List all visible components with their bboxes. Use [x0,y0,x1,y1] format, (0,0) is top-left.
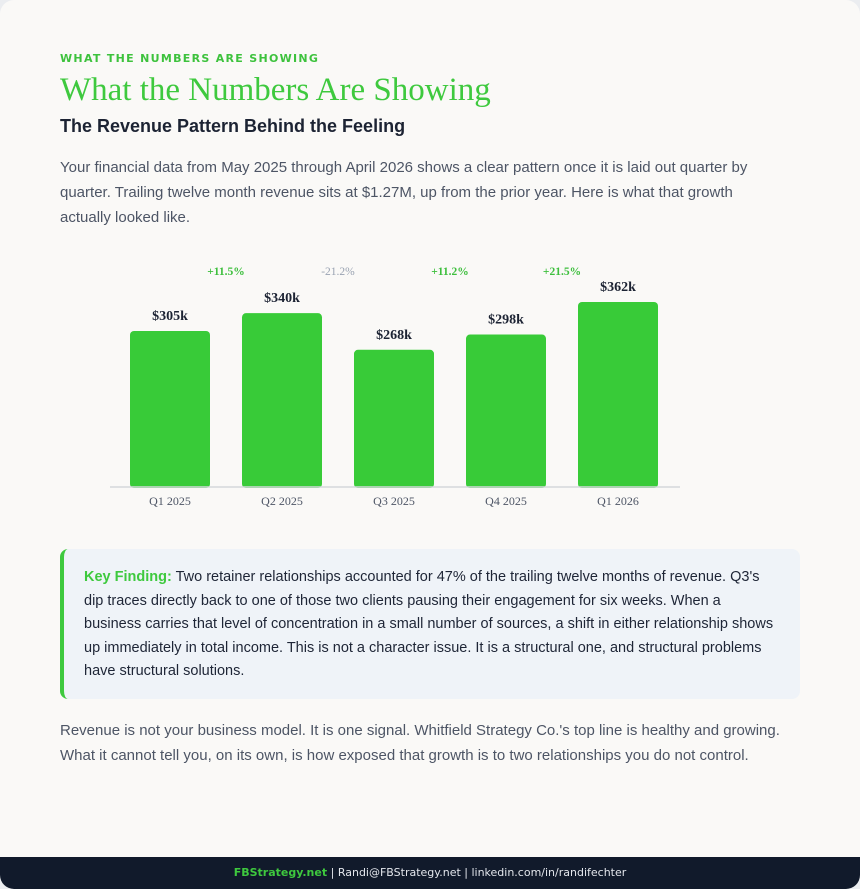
closing-paragraph: Revenue is not your business model. It i… [60,722,780,764]
footer-site-link[interactable]: FBStrategy.net [233,866,328,879]
x-tick-label-5: Q1 2026 [597,494,639,508]
bar-4 [466,334,546,488]
section-eyebrow: WHAT THE NUMBERS ARE SHOWING [60,52,320,65]
bar-value-label-2: $340k [264,291,300,306]
bar-value-label-5: $362k [600,280,636,295]
change-label-1: +11.5% [207,266,245,278]
intro-paragraph: Your financial data from May 2025 throug… [60,159,748,226]
key-finding-label: Key Finding: [84,569,172,585]
key-finding-text: Two retainer relationships accounted for… [84,569,774,679]
x-tick-label-3: Q3 2025 [373,494,415,508]
footer-contact-text: | Randi@FBStrategy.net | linkedin.com/in… [327,866,627,879]
bar-5 [578,302,658,488]
key-finding-paragraph: Key Finding: Two retainer relationships … [84,566,780,684]
bar-value-label-4: $298k [488,313,524,328]
bar-2 [242,313,322,488]
x-tick-label-2: Q2 2025 [261,494,303,508]
bar-value-label-3: $268k [376,328,412,343]
bar-value-label-1: $305k [152,309,188,324]
x-tick-label-4: Q4 2025 [485,494,527,508]
page-title: What the Numbers Are Showing [60,72,491,108]
change-label-3: +11.2% [431,266,469,278]
change-label-4: +21.5% [543,266,581,278]
key-finding-callout: Key Finding: Two retainer relationships … [60,549,800,699]
change-label-2: -21.2% [321,266,355,278]
footer-bar: FBStrategy.net | Randi@FBStrategy.net | … [0,857,860,889]
x-tick-label-1: Q1 2025 [149,494,191,508]
bar-3 [354,349,434,488]
bar-1 [130,330,210,488]
page-subtitle: The Revenue Pattern Behind the Feeling [60,116,406,136]
revenue-bar-chart: $305k Q1 2025 $340k Q2 2025 $268k Q3 2025 $298… [110,266,680,508]
